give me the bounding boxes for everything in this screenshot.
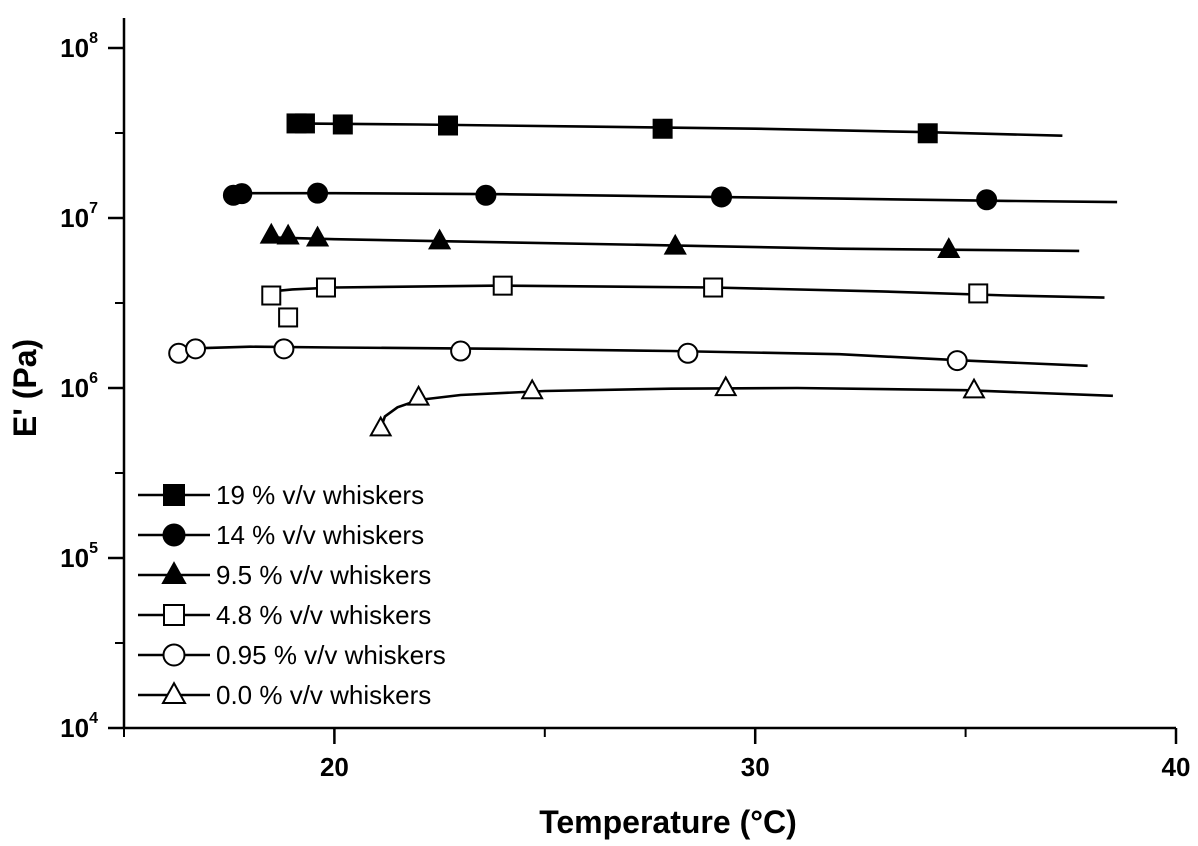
data-point xyxy=(307,182,329,204)
data-point xyxy=(962,377,986,399)
data-point xyxy=(968,283,989,304)
legend-marker xyxy=(161,681,187,704)
data-point xyxy=(917,123,938,144)
legend-label: 4.8 % v/v whiskers xyxy=(216,600,431,630)
x-tick-label: 40 xyxy=(1162,752,1191,782)
legend-label: 14 % v/v whiskers xyxy=(216,520,424,550)
legend: 19 % v/v whiskers 14 % v/v whiskers 9.5 % … xyxy=(138,480,446,710)
data-point xyxy=(369,415,393,437)
data-point xyxy=(976,189,998,211)
data-point xyxy=(946,350,968,372)
series-4 xyxy=(261,275,1105,328)
data-point xyxy=(711,186,733,208)
data-point xyxy=(261,285,282,306)
legend-item-3: 9.5 % v/v whiskers xyxy=(138,560,431,590)
y-tick-label: 104 xyxy=(60,710,98,743)
data-point xyxy=(677,342,699,364)
series-5 xyxy=(168,338,1088,372)
data-point xyxy=(663,233,687,255)
legend-marker xyxy=(161,561,187,584)
data-point xyxy=(703,277,724,298)
series-6 xyxy=(369,375,1113,437)
legend-item-2: 14 % v/v whiskers xyxy=(138,520,424,550)
data-point xyxy=(438,115,459,136)
series-line xyxy=(292,122,1063,137)
legend-marker xyxy=(162,523,186,547)
y-tick-label: 106 xyxy=(60,370,98,403)
series-line xyxy=(379,386,1113,429)
legend-marker xyxy=(163,484,185,506)
y-axis-title: E' (Pa) xyxy=(7,339,43,437)
data-point xyxy=(652,118,673,139)
legend-item-6: 0.0 % v/v whiskers xyxy=(138,680,431,710)
data-point xyxy=(492,275,513,296)
data-point xyxy=(427,228,452,250)
data-point xyxy=(231,183,253,205)
legend-item-5: 0.95 % v/v whiskers xyxy=(138,640,446,670)
data-point xyxy=(276,223,300,245)
data-point xyxy=(294,113,315,134)
data-point xyxy=(305,225,330,247)
legend-label: 19 % v/v whiskers xyxy=(216,480,424,510)
axes: 20 30 40 108 107 106 105 104 xyxy=(60,18,1190,782)
data-point xyxy=(278,307,299,328)
y-tick-label: 105 xyxy=(60,540,98,573)
y-tick-label: 107 xyxy=(60,200,98,233)
x-tick-label: 20 xyxy=(320,752,349,782)
legend-marker xyxy=(163,604,185,626)
data-point xyxy=(273,338,295,360)
series-layer xyxy=(168,113,1118,437)
series-line xyxy=(233,191,1118,204)
series-line xyxy=(178,345,1088,368)
legend-item-4: 4.8 % v/v whiskers xyxy=(138,600,431,630)
data-point xyxy=(406,384,431,406)
series-1 xyxy=(286,113,1063,144)
data-point xyxy=(259,222,283,244)
legend-item-1: 19 % v/v whiskers xyxy=(138,480,424,510)
y-tick-label: 108 xyxy=(60,30,98,63)
series-3 xyxy=(259,222,1080,258)
data-point xyxy=(332,114,353,135)
legend-marker xyxy=(162,643,186,667)
data-point xyxy=(185,338,207,360)
legend-label: 9.5 % v/v whiskers xyxy=(216,560,431,590)
series-2 xyxy=(222,182,1118,211)
data-point xyxy=(714,375,738,397)
data-point xyxy=(937,237,961,258)
x-axis-title: Temperature (°C) xyxy=(539,804,797,840)
legend-label: 0.0 % v/v whiskers xyxy=(216,680,431,710)
data-point xyxy=(315,277,336,298)
legend-label: 0.95 % v/v whiskers xyxy=(216,640,446,670)
data-point xyxy=(520,378,544,400)
x-tick-label: 30 xyxy=(741,752,770,782)
data-point xyxy=(475,184,497,206)
data-point xyxy=(450,340,472,362)
